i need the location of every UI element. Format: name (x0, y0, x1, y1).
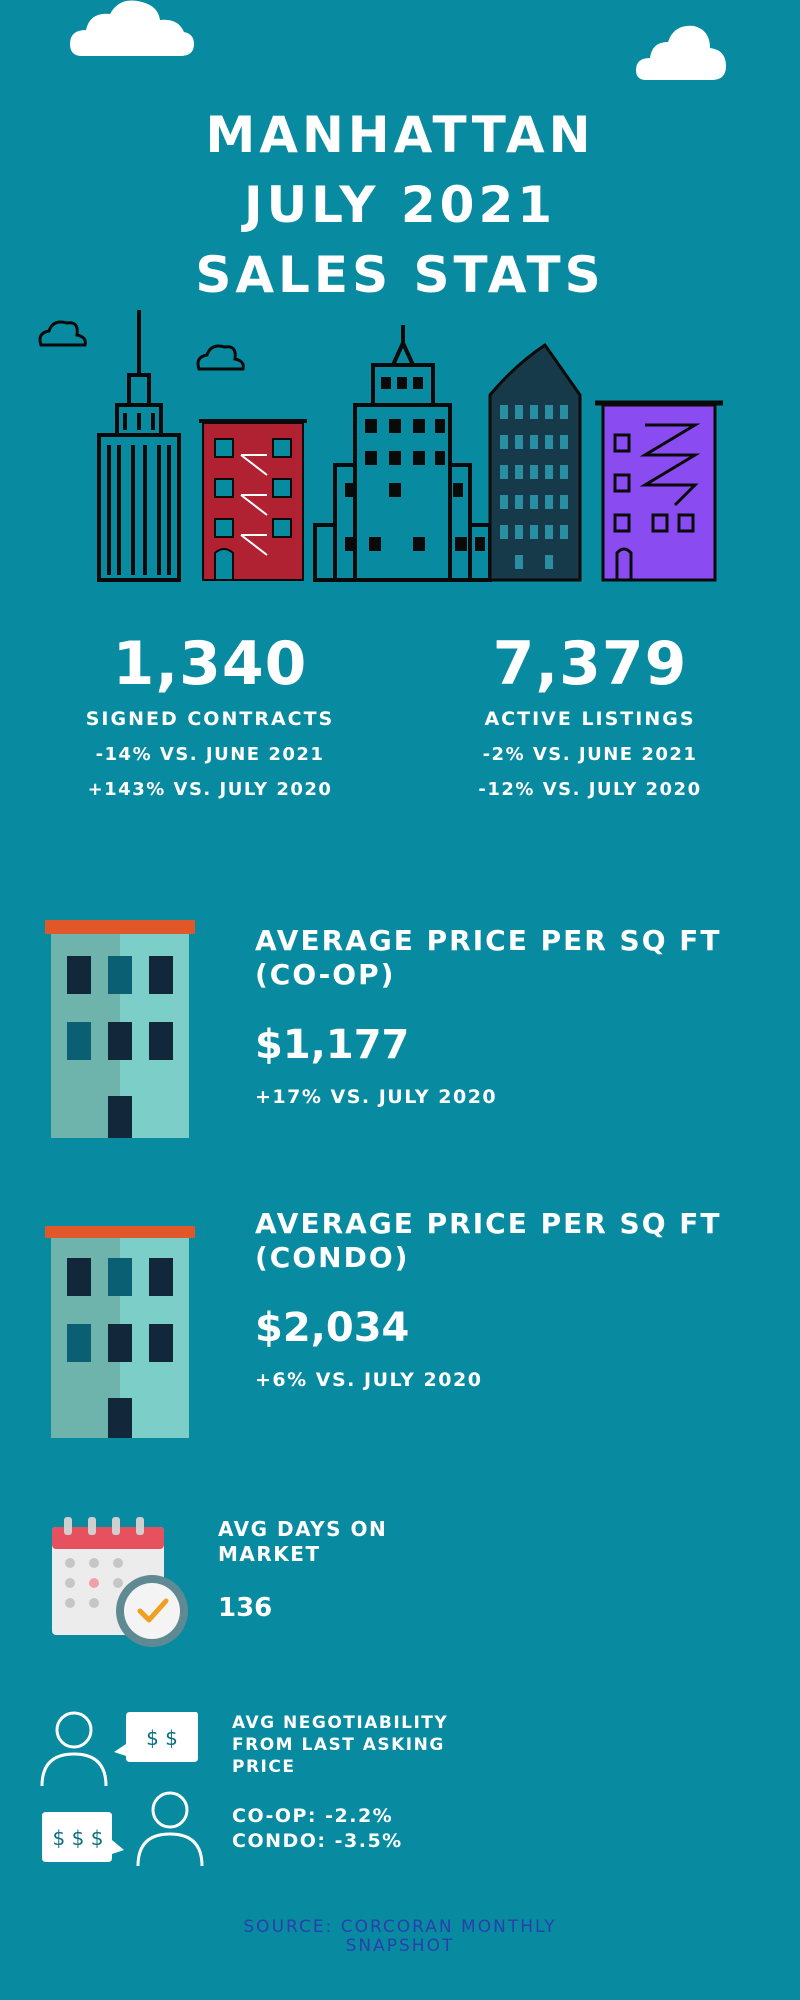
active-listings-vs-june: -2% VS. JUNE 2021 (482, 744, 698, 765)
coop-heading-line: AVERAGE PRICE PER SQ FT (255, 924, 722, 957)
empire-state-building-icon (97, 310, 181, 582)
source-line: SOURCE: CORCORAN MONTHLY (243, 1917, 557, 1937)
brick-building-icon (199, 419, 307, 581)
active-listings-vs-july: -12% VS. JULY 2020 (478, 779, 702, 800)
signed-contracts-vs-july: +143% VS. JULY 2020 (87, 779, 333, 800)
negotiability-values: CO-OP: -2.2% CONDO: -3.5% (232, 1804, 562, 1854)
source-line: SNAPSHOT (345, 1936, 455, 1956)
flatiron-building-icon (488, 342, 582, 582)
active-listings-value: 7,379 (492, 629, 688, 699)
cloud-outline-icon (38, 320, 87, 347)
active-listings-stat: 7,379 ACTIVE LISTINGS -2% VS. JUNE 2021 … (410, 628, 770, 800)
condo-price-value: $2,034 (255, 1305, 410, 1351)
coop-price-section: AVERAGE PRICE PER SQ FT (CO-OP) $1,177 +… (255, 924, 775, 1108)
source-note: SOURCE: CORCORAN MONTHLY SNAPSHOT (0, 1918, 800, 1956)
cloud-outline-icon (196, 344, 245, 371)
days-heading-line: MARKET (218, 1542, 321, 1566)
cloud-icon (636, 25, 726, 80)
negotiability-heading: AVG NEGOTIABILITY FROM LAST ASKING PRICE (232, 1712, 562, 1778)
skyline-illustration (38, 310, 723, 582)
negotiability-coop: CO-OP: -2.2% (232, 1805, 394, 1827)
violet-building-icon (595, 400, 723, 582)
calendar-clock-icon (52, 1517, 188, 1647)
title-line: MANHATTAN (205, 106, 595, 164)
title-line: JULY 2021 (243, 176, 557, 234)
negotiability-section: AVG NEGOTIABILITY FROM LAST ASKING PRICE… (232, 1712, 562, 1854)
apartment-building-icon (45, 1226, 195, 1438)
signed-contracts-label: SIGNED CONTRACTS (85, 708, 335, 730)
condo-heading-line: (CONDO) (255, 1241, 410, 1274)
coop-price-value: $1,177 (255, 1022, 410, 1068)
days-heading-line: AVG DAYS ON (218, 1517, 388, 1541)
condo-price-comparison: +6% VS. JULY 2020 (255, 1369, 483, 1391)
coop-heading-line: (CO-OP) (255, 958, 396, 991)
condo-price-section: AVERAGE PRICE PER SQ FT (CONDO) $2,034 +… (255, 1207, 775, 1391)
coop-price-heading: AVERAGE PRICE PER SQ FT (CO-OP) (255, 924, 775, 992)
signed-contracts-vs-june: -14% VS. JUNE 2021 (95, 744, 325, 765)
days-on-market-heading: AVG DAYS ON MARKET (218, 1517, 518, 1567)
negotiability-heading-line: FROM LAST ASKING (232, 1735, 445, 1755)
page-title: MANHATTAN JULY 2021 SALES STATS (0, 100, 800, 310)
negotiation-people-icon: $ $ $ $ $ (40, 1711, 204, 1867)
negotiation-bubble-top: $ $ (146, 1726, 178, 1750)
condo-price-heading: AVERAGE PRICE PER SQ FT (CONDO) (255, 1207, 775, 1275)
signed-contracts-value: 1,340 (112, 629, 308, 699)
days-on-market-value: 136 (218, 1593, 273, 1623)
coop-price-comparison: +17% VS. JULY 2020 (255, 1086, 498, 1108)
title-line: SALES STATS (195, 246, 605, 304)
cloud-icon (70, 0, 194, 56)
negotiability-heading-line: AVG NEGOTIABILITY (232, 1713, 449, 1733)
negotiation-bubble-bottom: $ $ $ (53, 1826, 104, 1850)
negotiability-condo: CONDO: -3.5% (232, 1830, 403, 1852)
active-listings-label: ACTIVE LISTINGS (484, 708, 696, 730)
apartment-building-icon (45, 920, 195, 1138)
days-on-market-section: AVG DAYS ON MARKET 136 (218, 1517, 518, 1623)
negotiability-heading-line: PRICE (232, 1757, 296, 1777)
condo-heading-line: AVERAGE PRICE PER SQ FT (255, 1207, 722, 1240)
signed-contracts-stat: 1,340 SIGNED CONTRACTS -14% VS. JUNE 202… (30, 628, 390, 800)
